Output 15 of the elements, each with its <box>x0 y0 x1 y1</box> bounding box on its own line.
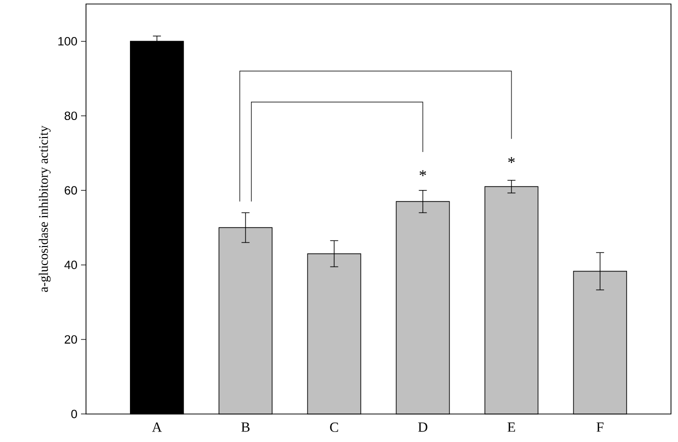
x-tick-label: E <box>508 422 516 432</box>
y-tick-label: 60 <box>64 186 78 195</box>
x-tick-label: C <box>330 422 338 432</box>
y-tick-label: 0 <box>71 410 78 418</box>
y-tick-label: 80 <box>64 112 78 120</box>
y-tick-label: 20 <box>64 335 78 344</box>
annotation: * <box>420 170 426 176</box>
x-tick-label: F <box>596 422 604 432</box>
y-axis-title: a-glucosidase inhibitory acticity <box>38 126 51 292</box>
y-tick-label: 100 <box>58 37 78 46</box>
annotation: * <box>508 157 515 164</box>
x-tick-label: A <box>152 422 162 432</box>
y-tick-label: 40 <box>64 260 78 270</box>
x-tick-label: B <box>241 422 250 432</box>
x-tick-label: D <box>418 422 428 432</box>
